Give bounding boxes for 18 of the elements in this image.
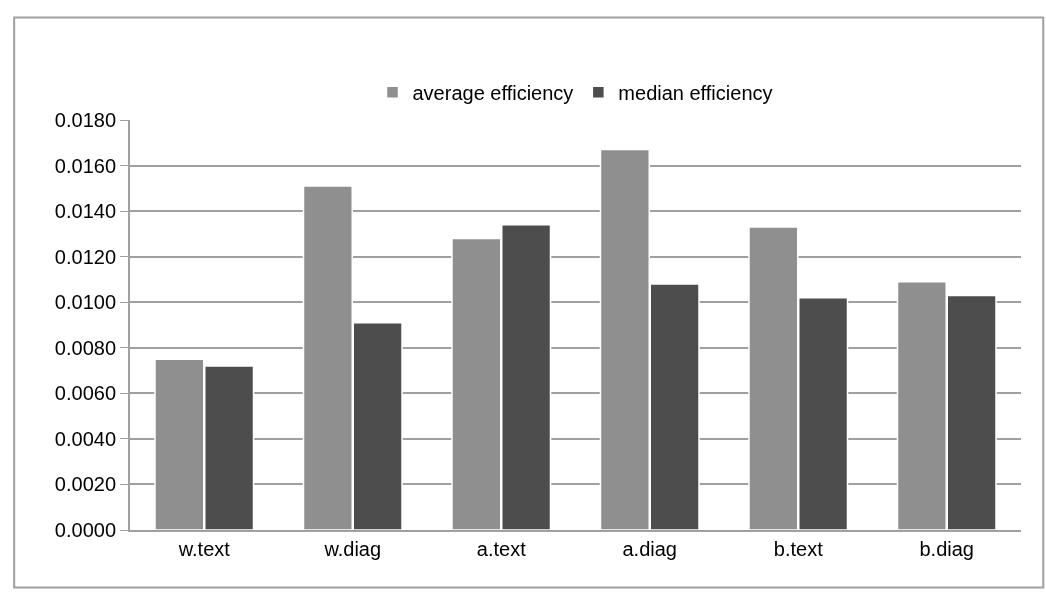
y-tick-label: 0.0100 — [54, 291, 116, 314]
legend-label: average efficiency — [412, 82, 574, 105]
y-tick-label: 0.0180 — [54, 109, 116, 131]
x-tick-label: b.diag — [919, 538, 974, 560]
x-tick-label: a.text — [476, 538, 527, 560]
y-tick-label: 0.0140 — [54, 200, 116, 223]
x-tick-label: w.text — [177, 538, 231, 560]
y-tick-label: 0.0040 — [54, 427, 116, 450]
y-tick-label: 0.0000 — [54, 519, 116, 541]
x-tick-label: a.diag — [622, 538, 677, 560]
legend-label: median efficiency — [618, 82, 773, 105]
y-tick-label: 0.0020 — [54, 473, 116, 496]
y-tick-label: 0.0080 — [54, 336, 116, 359]
y-tick-label: 0.0120 — [54, 245, 116, 268]
x-tick-label: b.text — [773, 538, 824, 560]
y-tick-label: 0.0160 — [54, 154, 116, 177]
y-tick-label: 0.0060 — [54, 382, 116, 405]
x-tick-label: w.diag — [323, 538, 382, 560]
